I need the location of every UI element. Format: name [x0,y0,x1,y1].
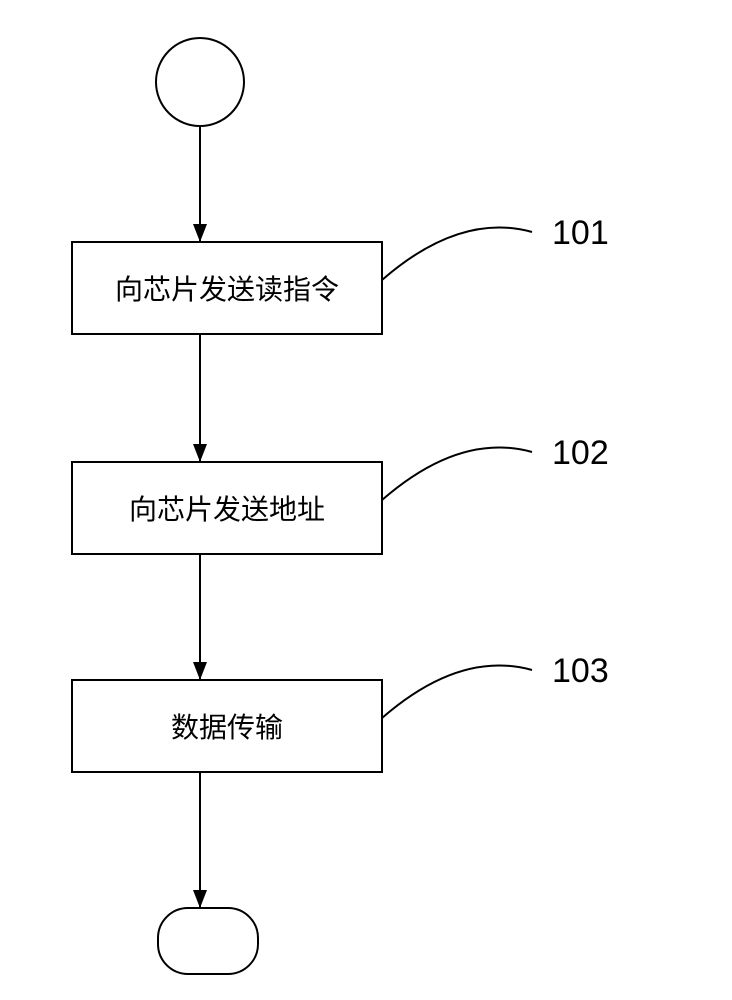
start-node [156,38,244,126]
callout-connector [382,665,532,718]
process-box-label: 数据传输 [72,680,382,772]
process-box-label: 向芯片发送地址 [72,462,382,554]
end-node [158,908,258,974]
callout-connector [382,227,532,280]
reference-label: 103 [552,652,609,691]
reference-label: 101 [552,214,609,253]
callout-connector [382,447,532,500]
process-box-label: 向芯片发送读指令 [72,242,382,334]
reference-label: 102 [552,434,609,473]
